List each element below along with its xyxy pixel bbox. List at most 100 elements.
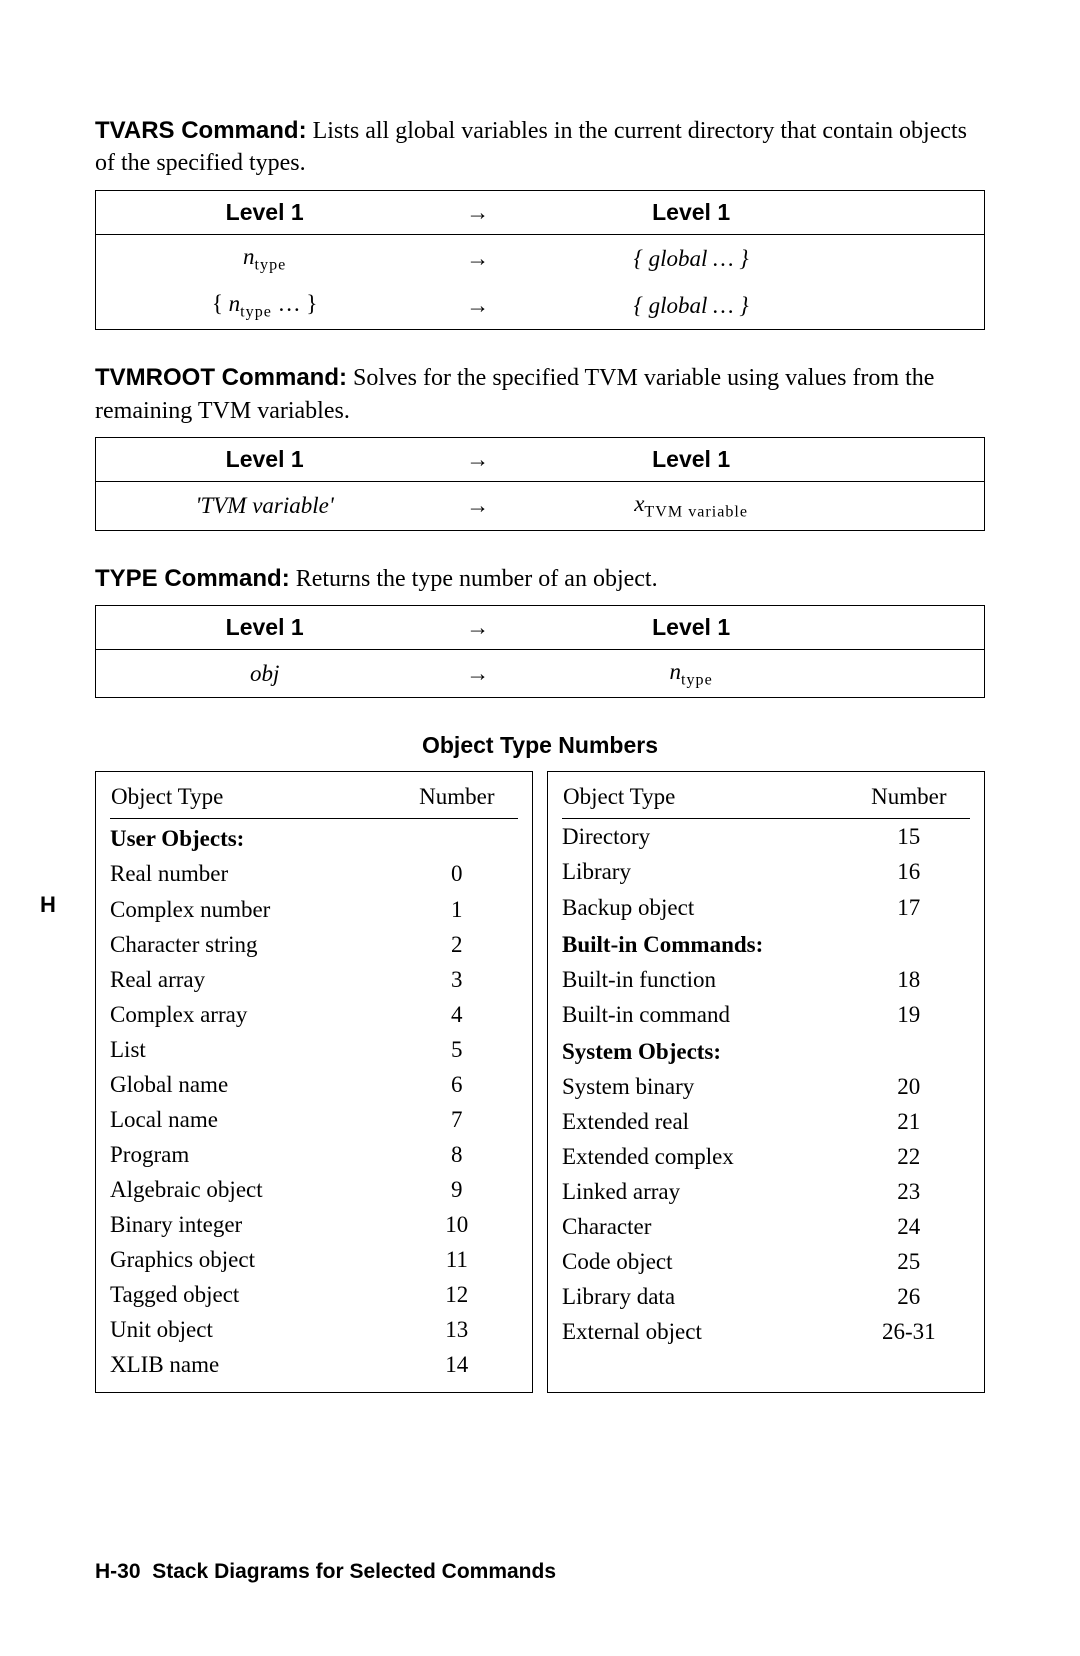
- otn-type-cell: Global name: [110, 1067, 396, 1102]
- stack-row-input: obj: [96, 650, 434, 698]
- otn-type-cell: Extended real: [562, 1104, 848, 1139]
- padding: [860, 438, 984, 482]
- otn-type-cell: Program: [110, 1137, 396, 1172]
- arrow-icon: →: [433, 650, 522, 698]
- otn-type-cell: Complex array: [110, 997, 396, 1032]
- otn-number-cell: 13: [396, 1312, 518, 1347]
- otn-type-cell: Library: [562, 854, 848, 889]
- table-row: Real number0: [110, 856, 518, 891]
- otn-number-cell: 1: [396, 892, 518, 927]
- table-row: System binary20: [562, 1069, 970, 1104]
- var-n: n: [229, 291, 241, 316]
- otn-col-header-type: Object Type: [110, 780, 396, 819]
- otn-number-cell: 19: [848, 997, 970, 1032]
- command-heading: TVMROOT Command: Solves for the specifie…: [95, 362, 985, 427]
- otn-left-column: Object Type Number User Objects:Real num…: [95, 771, 533, 1393]
- otn-number-cell: 7: [396, 1102, 518, 1137]
- table-row: Real array3: [110, 962, 518, 997]
- var-n: n: [243, 244, 255, 269]
- stack-row-input: 'TVM variable': [96, 482, 434, 530]
- brace-close: … }: [272, 291, 318, 316]
- command-name: TVMROOT Command:: [95, 364, 347, 391]
- otn-col-header-number: Number: [396, 780, 518, 819]
- otn-col-header-number: Number: [848, 780, 970, 819]
- var-sub: type: [255, 256, 287, 273]
- otn-number-cell: 10: [396, 1207, 518, 1242]
- padding: [860, 482, 984, 530]
- otn-type-cell: Extended complex: [562, 1139, 848, 1174]
- stack-row-input: ntype: [96, 234, 434, 282]
- otn-type-cell: External object: [562, 1314, 848, 1349]
- stack-diagram-tvars: Level 1 → Level 1 ntype → { global … } {…: [95, 190, 985, 331]
- stack-header-right: Level 1: [522, 605, 860, 649]
- otn-number-cell: 20: [848, 1069, 970, 1104]
- table-row: Library data26: [562, 1279, 970, 1314]
- stack-row-output: xTVM variable: [522, 482, 860, 530]
- padding: [860, 650, 984, 698]
- margin-tab-letter: H: [40, 890, 56, 920]
- table-row: Binary integer10: [110, 1207, 518, 1242]
- table-row: Unit object13: [110, 1312, 518, 1347]
- otn-number-cell: 14: [396, 1347, 518, 1382]
- table-row: Character string2: [110, 927, 518, 962]
- table-row: Complex array4: [110, 997, 518, 1032]
- otn-section-header: System Objects:: [562, 1032, 970, 1069]
- otn-type-cell: Local name: [110, 1102, 396, 1137]
- otn-type-cell: Real number: [110, 856, 396, 891]
- otn-number-cell: 8: [396, 1137, 518, 1172]
- otn-number-cell: 23: [848, 1174, 970, 1209]
- otn-type-cell: Character: [562, 1209, 848, 1244]
- object-type-numbers-title: Object Type Numbers: [95, 730, 985, 761]
- otn-type-cell: Graphics object: [110, 1242, 396, 1277]
- otn-number-cell: 22: [848, 1139, 970, 1174]
- table-row: Library16: [562, 854, 970, 889]
- otn-type-cell: Algebraic object: [110, 1172, 396, 1207]
- stack-header-right: Level 1: [522, 190, 860, 234]
- stack-row-output: { global … }: [522, 282, 860, 330]
- otn-type-cell: Tagged object: [110, 1277, 396, 1312]
- otn-number-cell: 26-31: [848, 1314, 970, 1349]
- command-heading: TYPE Command: Returns the type number of…: [95, 563, 985, 595]
- otn-number-cell: 5: [396, 1032, 518, 1067]
- padding: [860, 282, 984, 330]
- table-row: Built-in function18: [562, 962, 970, 997]
- table-row: Character24: [562, 1209, 970, 1244]
- table-row: Backup object17: [562, 890, 970, 925]
- otn-type-cell: Library data: [562, 1279, 848, 1314]
- table-row: Local name7: [110, 1102, 518, 1137]
- otn-type-cell: Backup object: [562, 890, 848, 925]
- otn-col-header-type: Object Type: [562, 780, 848, 819]
- padding: [860, 190, 984, 234]
- otn-number-cell: 3: [396, 962, 518, 997]
- otn-number-cell: 17: [848, 890, 970, 925]
- var-sub: type: [240, 304, 272, 321]
- otn-type-cell: Real array: [110, 962, 396, 997]
- footer-page-number: H-30: [95, 1560, 141, 1583]
- var-sub: type: [681, 672, 713, 689]
- otn-type-cell: List: [110, 1032, 396, 1067]
- arrow-icon: →: [433, 482, 522, 530]
- table-row: Global name6: [110, 1067, 518, 1102]
- otn-number-cell: 18: [848, 962, 970, 997]
- otn-number-cell: 9: [396, 1172, 518, 1207]
- padding: [860, 605, 984, 649]
- otn-type-cell: System binary: [562, 1069, 848, 1104]
- otn-type-cell: Built-in command: [562, 997, 848, 1032]
- stack-row-output: ntype: [522, 650, 860, 698]
- table-row: List5: [110, 1032, 518, 1067]
- var-sub: TVM variable: [644, 504, 748, 521]
- command-name: TVARS Command:: [95, 117, 307, 144]
- page-footer: H-30 Stack Diagrams for Selected Command…: [95, 1558, 556, 1586]
- table-row: Code object25: [562, 1244, 970, 1279]
- table-row: External object26-31: [562, 1314, 970, 1349]
- otn-type-cell: Binary integer: [110, 1207, 396, 1242]
- otn-number-cell: 21: [848, 1104, 970, 1139]
- otn-number-cell: 26: [848, 1279, 970, 1314]
- table-row: Complex number1: [110, 892, 518, 927]
- table-row: System Objects:: [562, 1032, 970, 1069]
- otn-type-cell: Directory: [562, 819, 848, 855]
- stack-diagram-type: Level 1 → Level 1 obj → ntype: [95, 605, 985, 698]
- stack-row-output: { global … }: [522, 234, 860, 282]
- table-row: Algebraic object9: [110, 1172, 518, 1207]
- table-row: Tagged object12: [110, 1277, 518, 1312]
